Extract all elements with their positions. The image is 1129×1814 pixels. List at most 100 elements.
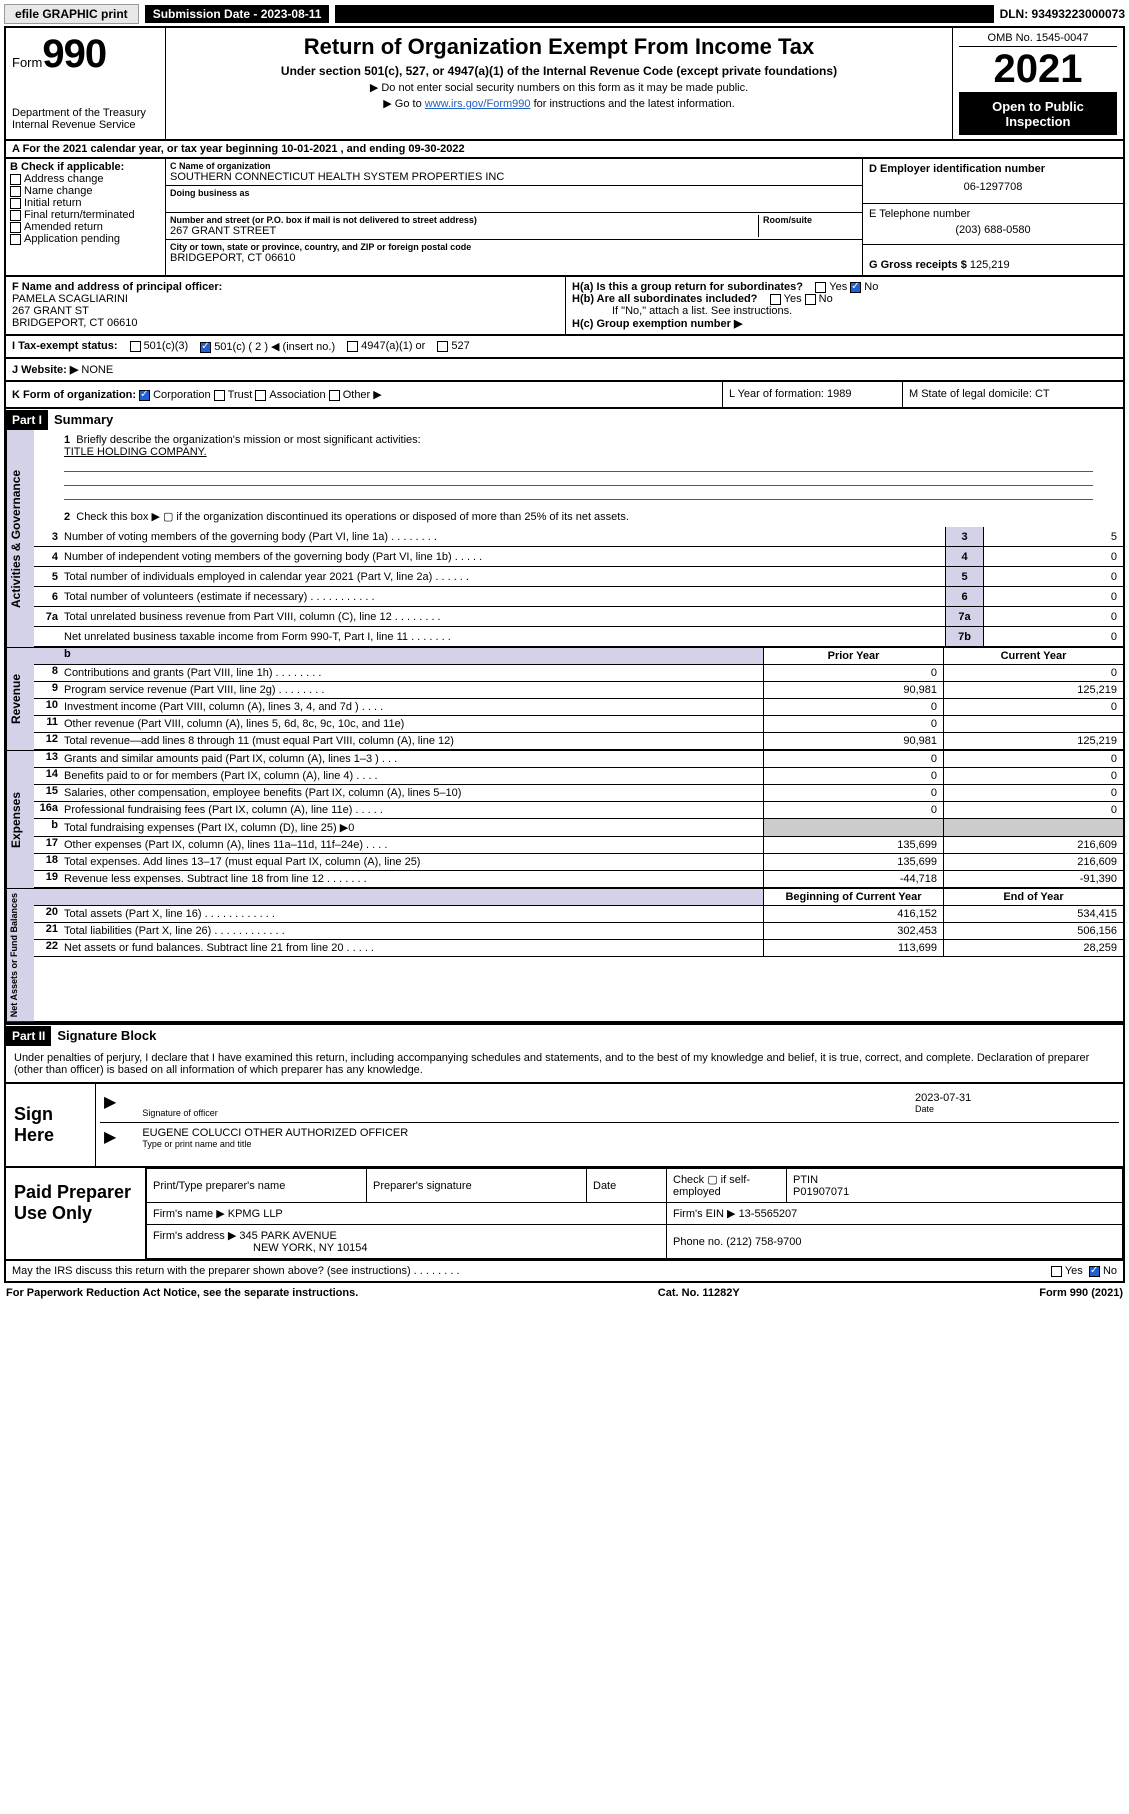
sign-here-label: Sign Here [6,1084,96,1166]
goto-post: for instructions and the latest informat… [531,98,735,110]
firm-addr1: 345 PARK AVENUE [239,1230,336,1242]
header-line1: ▶ Do not enter social security numbers o… [172,81,946,94]
chk-final[interactable]: Final return/terminated [24,209,135,221]
exp-row: 14Benefits paid to or for members (Part … [34,768,1123,785]
part1-title: Summary [48,409,119,430]
firm-addr-label: Firm's address ▶ [153,1230,236,1242]
chk-corp[interactable]: Corporation [153,389,210,401]
q1-text: Briefly describe the organization's miss… [76,434,420,446]
state-domicile: M State of legal domicile: CT [903,382,1123,407]
line-i: I Tax-exempt status: 501(c)(3) 501(c) ( … [4,336,1125,359]
prep-date-label: Date [587,1169,667,1203]
form-title: Return of Organization Exempt From Incom… [172,34,946,60]
tel-value: (203) 688-0580 [869,220,1117,240]
submission-date: Submission Date - 2023-08-11 [145,5,330,23]
chk-501c[interactable]: 501(c) ( 2 ) ◀ (insert no.) [214,341,335,353]
line-j: J Website: ▶ NONE [4,359,1125,382]
dept-treasury: Department of the Treasury [12,107,159,119]
line-a: A For the 2021 calendar year, or tax yea… [4,141,1125,159]
form-number: 990 [42,32,106,76]
tax-year: 2021 [959,47,1117,93]
sign-here: Sign Here ▶Signature of officer2023-07-3… [4,1084,1125,1168]
may-discuss-text: May the IRS discuss this return with the… [12,1265,1051,1277]
ha-no[interactable]: No [864,281,878,293]
topbar: efile GRAPHIC print Submission Date - 20… [4,4,1125,24]
rev-row: 10Investment income (Part VIII, column (… [34,699,1123,716]
org-city: BRIDGEPORT, CT 06610 [170,252,858,264]
officer-label: F Name and address of principal officer: [12,281,559,293]
formorg-label: K Form of organization: [12,389,136,401]
part2-title: Signature Block [51,1025,162,1046]
org-name-label: C Name of organization [170,161,858,171]
officer-name: PAMELA SCAGLIARINI [12,293,559,305]
exp-row: bTotal fundraising expenses (Part IX, co… [34,819,1123,837]
sig-officer-label: Signature of officer [142,1108,895,1118]
rev-row: 8Contributions and grants (Part VIII, li… [34,665,1123,682]
vlabel-revenue: Revenue [6,648,34,750]
firm-name: KPMG LLP [228,1208,283,1220]
gross-value: 125,219 [970,259,1010,271]
goto-pre: ▶ Go to [383,98,424,110]
prep-name-label: Print/Type preparer's name [147,1169,367,1203]
part2-header: Part II [6,1026,51,1046]
col-prior-year: Prior Year [763,648,943,664]
part1-summary: Activities & Governance 1 Briefly descri… [4,430,1125,1023]
efile-button[interactable]: efile GRAPHIC print [4,4,139,24]
omb-number: OMB No. 1545-0047 [959,32,1117,47]
year-formation: L Year of formation: 1989 [723,382,903,407]
part1-header: Part I [6,410,48,430]
chk-other[interactable]: Other ▶ [343,389,382,401]
dln: DLN: 93493223000073 [1000,7,1125,21]
open-inspection: Open to Public Inspection [959,93,1117,135]
line-k: K Form of organization: Corporation Trus… [4,382,1125,409]
chk-address[interactable]: Address change [24,173,104,185]
ha-yes[interactable]: Yes [829,281,847,293]
irs-link[interactable]: www.irs.gov/Form990 [425,98,531,110]
prep-sig-label: Preparer's signature [367,1169,587,1203]
sig-date-label: Date [915,1104,1115,1114]
footer-center: Cat. No. 11282Y [658,1287,740,1299]
mission-text: TITLE HOLDING COMPANY. [64,446,207,458]
officer-addr1: 267 GRANT ST [12,305,559,317]
exp-row: 15Salaries, other compensation, employee… [34,785,1123,802]
perjury-declaration: Under penalties of perjury, I declare th… [4,1046,1125,1084]
exp-row: 18Total expenses. Add lines 13–17 (must … [34,854,1123,871]
section-abc: B Check if applicable: Address change Na… [4,159,1125,277]
gov-row: 6Total number of volunteers (estimate if… [34,587,1123,607]
chk-527[interactable]: 527 [451,340,469,352]
footer-left: For Paperwork Reduction Act Notice, see … [6,1287,358,1299]
chk-name[interactable]: Name change [24,185,93,197]
exp-row: 13Grants and similar amounts paid (Part … [34,751,1123,768]
may-discuss: May the IRS discuss this return with the… [4,1261,1125,1283]
hb-yes[interactable]: Yes [784,293,802,305]
gov-row: 3Number of voting members of the governi… [34,527,1123,547]
exp-row: 17Other expenses (Part IX, column (A), l… [34,837,1123,854]
col-b-header: B Check if applicable: [10,161,161,173]
vlabel-governance: Activities & Governance [6,430,34,647]
chk-amended[interactable]: Amended return [24,221,103,233]
chk-initial[interactable]: Initial return [24,197,81,209]
net-row: 22Net assets or fund balances. Subtract … [34,940,1123,957]
officer-printed-name: EUGENE COLUCCI OTHER AUTHORIZED OFFICER [142,1127,408,1139]
hb-note: If "No," attach a list. See instructions… [572,305,1117,317]
chk-trust[interactable]: Trust [228,389,253,401]
chk-assoc[interactable]: Association [269,389,325,401]
may-no[interactable]: No [1103,1265,1117,1277]
org-address: 267 GRANT STREET [170,225,758,237]
vlabel-expenses: Expenses [6,751,34,888]
chk-4947[interactable]: 4947(a)(1) or [361,340,425,352]
ptin-label: PTIN [793,1174,1116,1186]
hc-label: H(c) Group exemption number ▶ [572,318,742,330]
gov-row: 5Total number of individuals employed in… [34,567,1123,587]
col-current-year: Current Year [943,648,1123,664]
website-label: J Website: ▶ [12,364,81,376]
gov-row: Net unrelated business taxable income fr… [34,627,1123,647]
chk-501c3[interactable]: 501(c)(3) [144,340,189,352]
may-yes[interactable]: Yes [1065,1265,1083,1277]
chk-app[interactable]: Application pending [24,233,120,245]
net-row: 21Total liabilities (Part X, line 26) . … [34,923,1123,940]
rev-row: 11Other revenue (Part VIII, column (A), … [34,716,1123,733]
room-label: Room/suite [763,215,858,225]
city-label: City or town, state or province, country… [170,242,858,252]
hb-no[interactable]: No [819,293,833,305]
